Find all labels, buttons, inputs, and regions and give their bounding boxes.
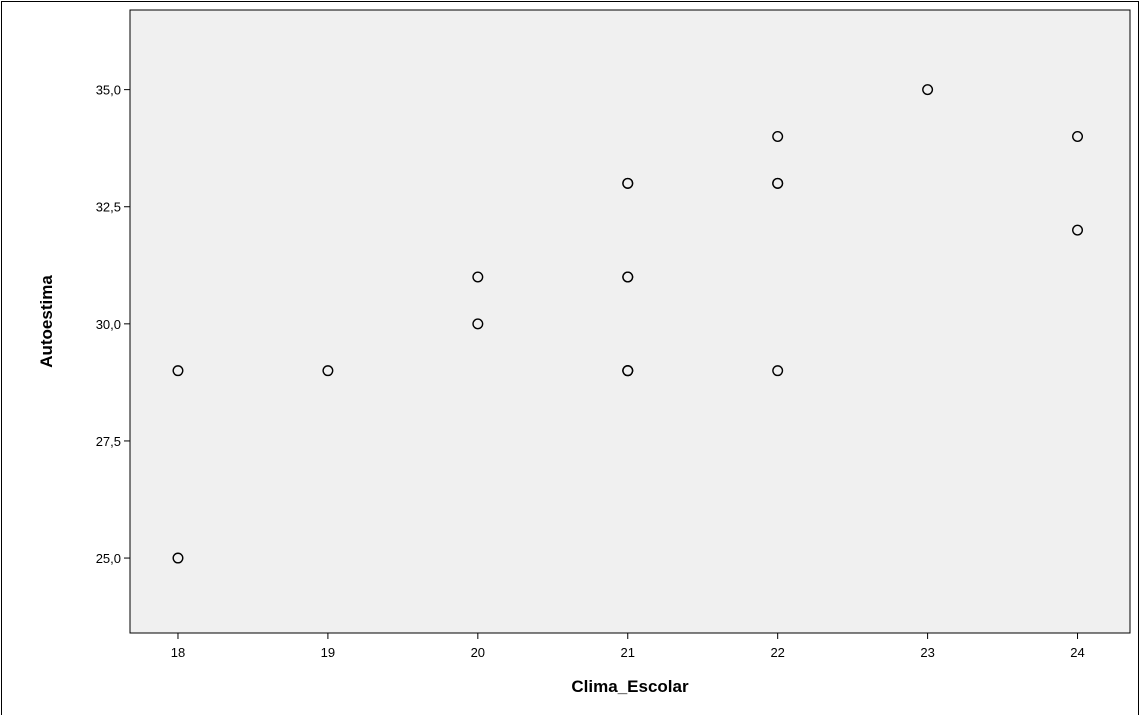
data-point [772,130,784,142]
plot-area [129,9,1131,634]
y-tick-label: 27,5 [96,434,121,449]
y-tick-label: 25,0 [96,551,121,566]
data-point [172,365,184,377]
data-point [1072,130,1084,142]
data-point [622,271,634,283]
x-tick-label: 22 [770,645,784,660]
y-axis-title: Autoestima [37,275,56,368]
data-point [472,271,484,283]
data-point [922,84,934,96]
y-tick-label: 30,0 [96,317,121,332]
x-axis-title: Clima_Escolar [571,677,689,696]
data-point [472,318,484,330]
x-tick-label: 21 [621,645,635,660]
data-point [622,177,634,189]
data-point [622,365,634,377]
data-point [172,552,184,564]
x-tick-label: 20 [471,645,485,660]
y-tick-label: 35,0 [96,83,121,98]
y-tick-label: 32,5 [96,200,121,215]
data-point [322,365,334,377]
data-point [772,177,784,189]
x-tick-label: 23 [920,645,934,660]
data-point [772,365,784,377]
data-point [1072,224,1084,236]
x-tick-label: 18 [171,645,185,660]
x-tick-label: 24 [1070,645,1084,660]
x-tick-label: 19 [321,645,335,660]
